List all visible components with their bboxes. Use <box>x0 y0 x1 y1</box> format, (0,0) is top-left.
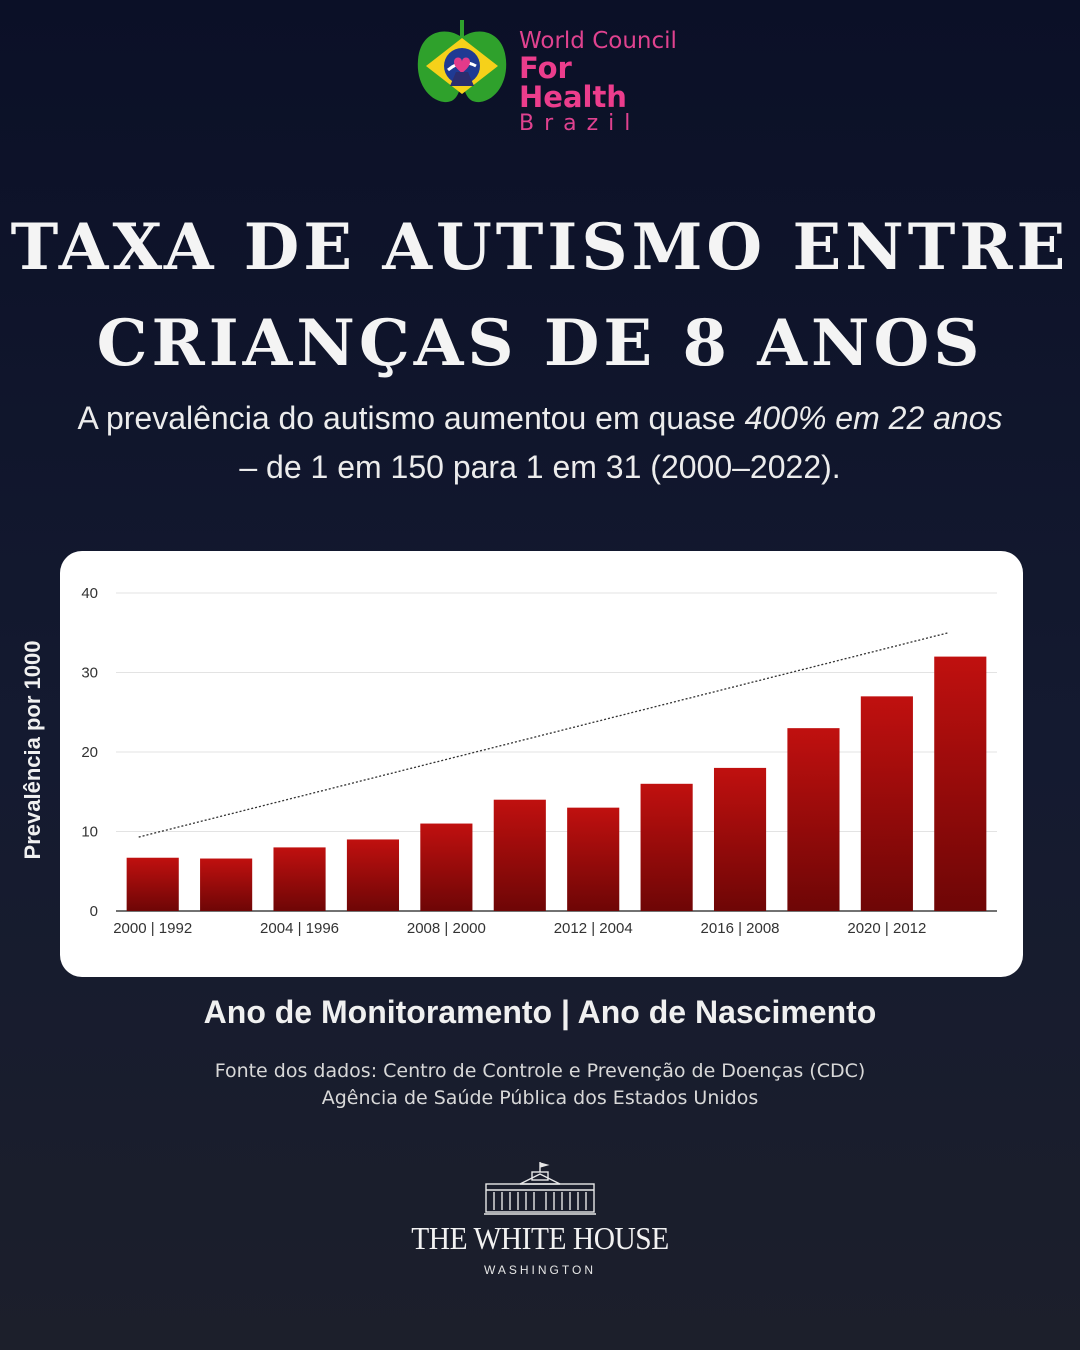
bar <box>860 696 913 911</box>
world-council-logo: World Council For Health Brazil <box>414 16 684 135</box>
bar <box>126 857 179 911</box>
bar <box>420 823 473 911</box>
page-title: TAXA DE AUTISMO ENTRE CRIANÇAS DE 8 ANOS <box>0 200 1080 392</box>
x-tick-label: 2004 | 1996 <box>260 920 339 937</box>
bar <box>273 847 326 911</box>
x-tick-label: 2008 | 2000 <box>407 920 486 937</box>
x-tick-label: 2020 | 2012 <box>847 920 926 937</box>
x-axis-label: Ano de Monitoramento | Ano de Nascimento <box>203 994 877 1030</box>
title-line2: CRIANÇAS DE 8 ANOS <box>96 306 984 381</box>
bar <box>787 728 840 911</box>
subtitle-part1: A prevalência do autismo aumentou em qua… <box>77 400 745 436</box>
white-house-building-icon <box>484 1162 596 1215</box>
source-note: Fonte dos dados: Centro de Controle e Pr… <box>0 1058 1080 1112</box>
x-tick-label: 2000 | 1992 <box>113 920 192 937</box>
bar-chart: 0 10 20 30 40 2000 | 1992 2004 | 1996 2008 | 20… <box>81 585 997 937</box>
bar <box>200 858 253 911</box>
white-house-city: WASHINGTON <box>483 1263 596 1277</box>
logo-line1: World Council <box>519 28 677 54</box>
title-line1: TAXA DE AUTISMO ENTRE <box>10 210 1070 285</box>
bar <box>346 839 400 911</box>
y-tick-label: 10 <box>81 824 98 841</box>
white-house-name: THE WHITE HOUSE <box>411 1220 669 1256</box>
y-tick-label: 20 <box>81 744 98 761</box>
y-tick-label: 40 <box>81 585 98 602</box>
bar <box>493 799 546 911</box>
chart-card: 0 10 20 30 40 2000 | 1992 2004 | 1996 2008 | 20… <box>60 551 1023 977</box>
brazil-flag-lungs-heart-icon <box>417 20 507 103</box>
bar <box>713 767 767 911</box>
logo-line2: For Health <box>519 51 627 114</box>
y-tick-label: 30 <box>81 665 98 682</box>
logo-line3: Brazil <box>519 111 641 136</box>
subtitle-line2: – de 1 em 150 para 1 em 31 (2000–2022). <box>239 449 841 485</box>
subtitle-emphasis: 400% em 22 anos <box>744 400 1003 436</box>
x-tick-label: 2012 | 2004 <box>554 920 633 937</box>
white-house-logo: THE WHITE HOUSE WASHINGTON <box>0 1160 1080 1277</box>
source-line1: Fonte dos dados: Centro de Controle e Pr… <box>214 1060 866 1082</box>
bar <box>640 783 693 911</box>
source-line2: Agência de Saúde Pública dos Estados Uni… <box>321 1087 759 1109</box>
bar <box>567 807 620 911</box>
trend-line <box>138 632 949 838</box>
bar <box>934 656 987 911</box>
y-tick-label: 0 <box>90 903 98 920</box>
y-axis-label: Prevalência por 1000 <box>20 640 45 860</box>
subtitle-line1: A prevalência do autismo aumentou em qua… <box>0 394 1080 443</box>
x-tick-label: 2016 | 2008 <box>701 920 780 937</box>
subtitle: A prevalência do autismo aumentou em qua… <box>0 394 1080 492</box>
